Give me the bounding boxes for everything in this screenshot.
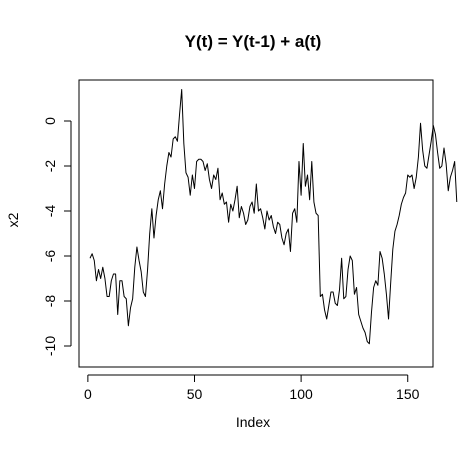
x-axis: 0 50 100 150 (84, 375, 420, 402)
series-line (90, 90, 457, 344)
y-tick-label: -8 (42, 295, 58, 308)
x-tick-label: 100 (289, 386, 313, 402)
y-tick-label: -10 (42, 336, 58, 356)
y-axis-label: x2 (5, 212, 21, 227)
x-axis-label: Index (236, 414, 270, 430)
y-axis: 0 -2 -4 -6 -8 -10 (42, 117, 71, 356)
plot-frame (79, 80, 433, 367)
y-tick-label: 0 (42, 117, 58, 125)
y-tick-label: -4 (42, 205, 58, 218)
y-tick-label: -6 (42, 250, 58, 263)
x-tick-label: 150 (396, 386, 420, 402)
y-tick-label: -2 (42, 160, 58, 173)
x-tick-label: 0 (84, 386, 92, 402)
x-tick-label: 50 (187, 386, 203, 402)
chart-title: Y(t) = Y(t-1) + a(t) (185, 32, 322, 51)
